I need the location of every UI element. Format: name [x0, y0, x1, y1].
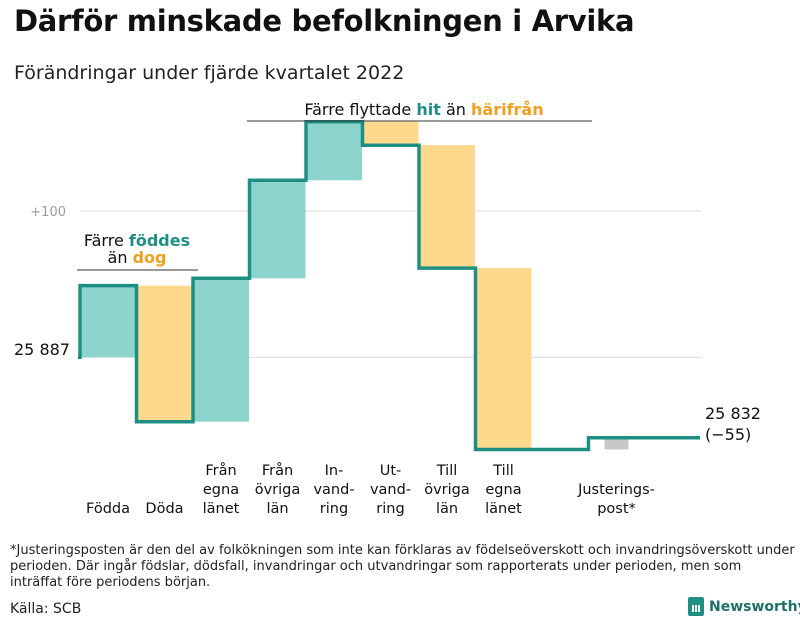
- x-tick-label: länet: [203, 501, 240, 517]
- birth-group-label-line2: än dog: [108, 248, 167, 267]
- chart-subtitle: Förändringar under fjärde kvartalet 2022: [14, 62, 405, 84]
- brand-name: Newsworthy: [709, 598, 800, 615]
- x-tick-label: post*: [597, 501, 636, 517]
- x-tick-label: Från: [205, 462, 236, 479]
- death-prefix: än: [108, 248, 133, 267]
- bars-layer: [80, 121, 629, 450]
- x-tick-label: egna: [203, 482, 239, 498]
- migration-hit: hit: [416, 100, 441, 119]
- x-tick-label: Från: [262, 462, 293, 479]
- x-tick-label: vand-: [370, 482, 411, 498]
- x-tick-label: övriga: [424, 482, 470, 498]
- x-tick-label: Födda: [86, 501, 130, 517]
- end-value-label: 25 832: [705, 404, 761, 423]
- birth-group-label-line1: Färre föddes: [84, 231, 190, 250]
- birth-prefix: Färre: [84, 231, 129, 250]
- waterfall-bar: [362, 121, 419, 146]
- end-change-label: (−55): [705, 425, 751, 444]
- waterfall-bar: [475, 268, 532, 450]
- line-layer: [78, 120, 700, 452]
- footnote: *Justeringsposten är den del av folkökni…: [10, 543, 795, 590]
- x-tick-label: Justerings-: [577, 482, 655, 498]
- death-highlight: dog: [133, 248, 167, 267]
- waterfall-bar: [604, 437, 629, 450]
- x-tick-label: länet: [485, 501, 522, 517]
- migration-middle: än: [441, 100, 471, 119]
- x-tick-label: egna: [485, 482, 521, 498]
- x-tick-label: ring: [320, 501, 348, 517]
- waterfall-bar: [80, 285, 136, 358]
- x-axis-labels: Födda Döda Från egna länet Från övriga län In-va…: [86, 462, 655, 517]
- x-tick-label: övriga: [255, 482, 301, 498]
- x-tick-label: In-: [325, 463, 344, 479]
- x-tick-label: län: [436, 501, 458, 517]
- waterfall-bar: [136, 285, 193, 422]
- start-value-label: 25 887: [14, 340, 70, 359]
- waterfall-bar: [193, 278, 249, 422]
- waterfall-bar: [306, 121, 362, 181]
- x-tick-label: Till: [492, 463, 514, 479]
- chart-title: Därför minskade befolkningen i Arvika: [14, 4, 635, 38]
- x-tick-label: vand-: [313, 482, 354, 498]
- waterfall-bar: [249, 180, 306, 279]
- waterfall-chart: +100 Färre föddes än dog Färre flyttade …: [14, 100, 761, 517]
- cumulative-step-line: [78, 120, 700, 452]
- x-tick-label: län: [266, 501, 288, 517]
- x-tick-label: Till: [436, 463, 458, 479]
- waterfall-bar: [419, 145, 475, 269]
- brand-logo: Newsworthy: [688, 597, 800, 616]
- x-tick-label: Ut-: [380, 463, 402, 479]
- x-tick-label: Döda: [145, 501, 183, 517]
- x-tick-label: ring: [376, 501, 404, 517]
- y-tick-label: +100: [30, 205, 66, 220]
- migration-harifran: härifrån: [471, 100, 544, 119]
- migration-group-label: Färre flyttade hit än härifrån: [304, 100, 543, 119]
- source-label: Källa: SCB: [10, 601, 82, 617]
- migration-prefix: Färre flyttade: [304, 100, 416, 119]
- birth-highlight: föddes: [129, 231, 190, 250]
- newsworthy-icon: [688, 597, 704, 616]
